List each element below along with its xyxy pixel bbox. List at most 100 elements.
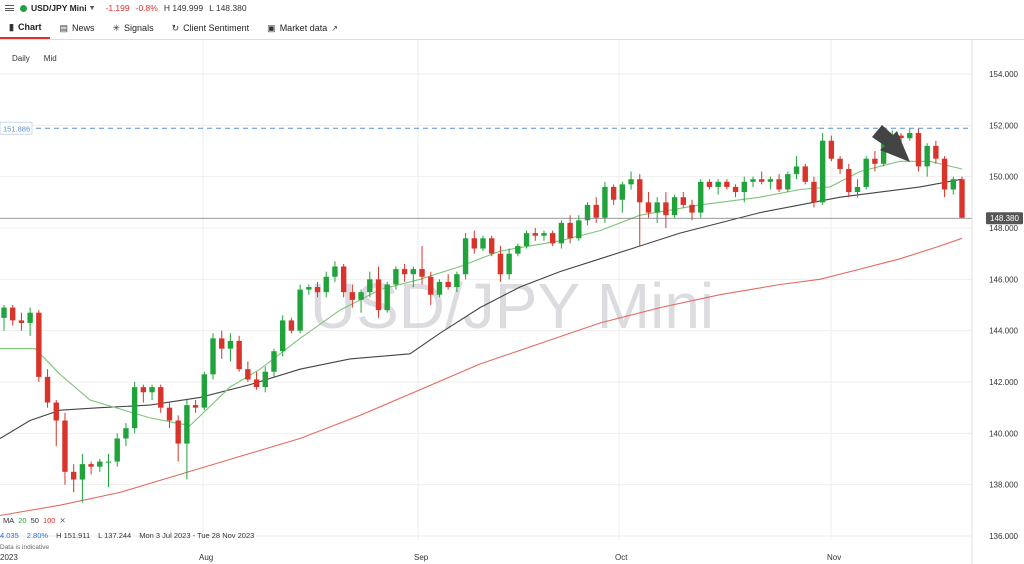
sentiment-icon: ↻	[171, 22, 180, 33]
candle	[306, 284, 312, 295]
candle-body	[384, 284, 390, 311]
tab-market-data[interactable]: ▣ Market data ↗	[258, 17, 347, 39]
ma50-line	[0, 178, 963, 439]
candle	[872, 151, 878, 172]
candle	[497, 245, 504, 282]
candle	[175, 415, 181, 462]
candle	[610, 184, 617, 205]
candle-body	[62, 420, 68, 472]
price-axis: 154.000 152.000 150.000 148.000 146.000 144.0…	[971, 40, 1019, 564]
tab-client-sentiment[interactable]: ↻ Client Sentiment	[163, 17, 259, 39]
tab-chart[interactable]: ▮ Chart	[0, 17, 51, 39]
candle-body	[602, 186, 608, 218]
candle-body	[610, 186, 617, 200]
candle	[158, 384, 164, 413]
candle-body	[671, 197, 678, 216]
candle-body	[1, 307, 7, 318]
candle-body	[349, 292, 356, 300]
candle-body	[219, 338, 225, 349]
candle-body	[715, 181, 721, 187]
ma-20-label[interactable]: 20	[18, 516, 27, 525]
candle-body	[645, 202, 652, 213]
candle-body	[541, 233, 547, 236]
tab-signals[interactable]: ✳ Signals	[104, 17, 163, 39]
candle	[219, 330, 225, 359]
candle-body	[654, 202, 660, 213]
candle-body	[271, 351, 277, 372]
candle-body	[332, 266, 338, 277]
instrument-symbol[interactable]: USD/JPY Mini	[31, 3, 87, 13]
candle-body	[140, 387, 147, 393]
x-tick-label: Sep	[414, 553, 429, 562]
candle	[584, 202, 591, 226]
ma100-line	[0, 237, 963, 517]
candle	[184, 399, 190, 480]
candle	[819, 133, 826, 205]
candle	[44, 369, 51, 408]
candle	[558, 220, 565, 249]
candle-body	[506, 253, 512, 275]
y-tick-label: 150.000	[989, 173, 1018, 182]
level-label: 151.886	[3, 124, 30, 133]
candle	[628, 171, 634, 190]
hamburger-menu-icon[interactable]	[5, 5, 14, 11]
candle-body	[10, 307, 16, 321]
candle	[567, 215, 573, 244]
candle	[419, 245, 425, 285]
candle	[436, 279, 443, 298]
y-tick-label: 142.000	[989, 378, 1018, 387]
candle-body	[532, 233, 538, 236]
candle	[18, 312, 25, 331]
arrow-annotation-icon	[872, 125, 910, 162]
candle	[462, 233, 469, 280]
y-tick-label: 136.000	[989, 532, 1018, 541]
candle-body	[489, 238, 495, 254]
candle-body	[262, 371, 268, 388]
candle	[358, 289, 364, 313]
candlesticks	[1, 127, 965, 503]
price-type-selector[interactable]: Mid	[43, 54, 57, 63]
candle	[314, 281, 321, 298]
candle-body	[236, 340, 242, 370]
candle-body	[227, 340, 234, 349]
chart-bars-icon: ▮	[9, 21, 14, 32]
candle	[332, 261, 338, 282]
candle-body	[802, 166, 808, 182]
external-link-icon: ↗	[331, 23, 338, 33]
candle-body	[410, 269, 417, 275]
moving-averages	[0, 160, 963, 517]
candle-body	[471, 238, 477, 249]
candle	[950, 176, 956, 195]
candle-body	[689, 204, 695, 213]
candle	[79, 453, 86, 503]
chevron-down-icon[interactable]: ▼	[88, 4, 96, 12]
ma-100-label[interactable]: 100	[42, 516, 56, 525]
candle	[410, 266, 417, 288]
tab-news[interactable]: ▤ News	[50, 17, 103, 39]
range-dates: Mon 3 Jul 2023 - Tue 28 Nov 2023	[139, 531, 255, 540]
ma-50-label[interactable]: 50	[30, 516, 39, 525]
candle-body	[79, 464, 86, 480]
candle-body	[837, 158, 843, 169]
candle	[802, 163, 808, 185]
close-icon[interactable]: ✕	[59, 516, 66, 525]
candle	[506, 248, 512, 280]
candle-body	[549, 233, 556, 244]
candle-body	[741, 181, 747, 193]
candle	[349, 284, 356, 308]
candle-body	[872, 158, 878, 164]
chart-grid	[0, 40, 972, 540]
tab-label: Market data	[279, 23, 328, 33]
x-tick-label: Oct	[615, 553, 628, 562]
candle	[227, 333, 234, 362]
ma20-line	[0, 160, 963, 427]
candle	[549, 230, 556, 246]
interval-selector[interactable]: Daily	[12, 54, 30, 63]
candle-body	[750, 179, 756, 182]
candle-body	[793, 166, 800, 175]
candle-body	[941, 158, 948, 190]
candle	[724, 179, 730, 190]
live-status-icon	[20, 4, 27, 12]
candle-body	[401, 269, 408, 275]
